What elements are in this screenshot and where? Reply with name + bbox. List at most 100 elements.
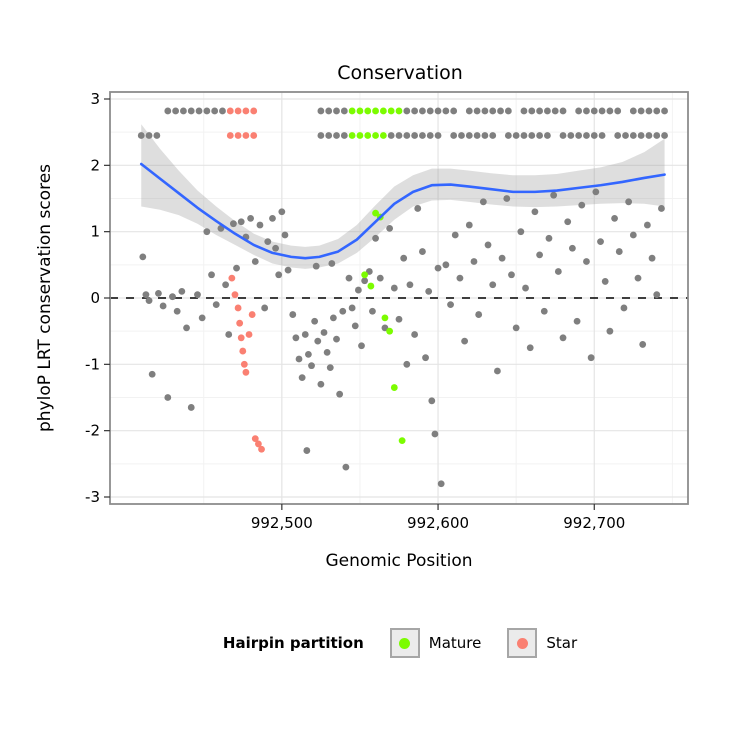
data-point	[615, 248, 623, 255]
data-point	[164, 394, 172, 401]
data-point	[304, 350, 312, 358]
data-point	[308, 362, 315, 370]
conservation-scatter-plot: 992,500 992,600 992,700 -3 -2 -1 0 1 2 3 Genomic …	[35, 90, 689, 571]
data-point	[333, 132, 340, 139]
x-tick-label: 992,700	[563, 514, 625, 532]
data-point	[256, 221, 264, 229]
data-point	[473, 132, 481, 139]
data-point	[187, 404, 195, 411]
data-point	[348, 107, 356, 115]
data-point	[340, 132, 348, 139]
data-point	[372, 209, 379, 217]
data-point	[173, 307, 181, 315]
data-point	[426, 132, 434, 139]
data-point	[361, 271, 369, 279]
y-tick-label: -2	[85, 422, 100, 440]
data-point	[419, 107, 426, 115]
data-point	[447, 301, 454, 309]
data-point	[411, 132, 419, 139]
data-point	[284, 266, 292, 274]
points-star	[226, 107, 265, 453]
data-point	[625, 198, 633, 206]
data-point	[592, 188, 600, 196]
data-point	[345, 274, 353, 282]
data-point	[367, 282, 375, 290]
data-point	[575, 132, 583, 139]
data-point	[461, 337, 469, 345]
data-point	[275, 271, 283, 279]
data-point	[653, 132, 661, 139]
data-point	[351, 322, 359, 330]
data-point	[292, 334, 300, 342]
legend: Hairpin partition Mature Star	[0, 628, 750, 658]
x-axis-title: Genomic Position	[325, 551, 472, 571]
data-point	[658, 205, 665, 212]
data-point	[317, 107, 325, 115]
data-point	[434, 132, 442, 139]
data-point	[237, 334, 245, 342]
y-tick-label: 2	[90, 156, 100, 174]
data-point	[203, 107, 211, 115]
data-point	[614, 107, 622, 115]
data-point	[403, 132, 411, 139]
data-point	[145, 297, 153, 305]
data-point	[226, 107, 234, 115]
data-point	[234, 107, 242, 115]
data-point	[386, 224, 394, 232]
data-point	[234, 304, 242, 312]
data-point	[544, 132, 551, 139]
data-point	[419, 248, 426, 255]
data-point	[479, 198, 487, 206]
data-point	[406, 281, 414, 289]
confidence-ribbon	[141, 124, 665, 269]
mature-point-icon	[399, 637, 411, 649]
data-point	[536, 107, 543, 115]
data-point	[590, 132, 598, 139]
y-tick-label: -3	[85, 488, 100, 506]
data-point	[348, 132, 356, 139]
data-point	[629, 132, 637, 139]
data-point	[231, 291, 239, 299]
data-point	[137, 132, 145, 139]
data-point	[242, 368, 250, 376]
data-point	[475, 311, 483, 318]
points-mature	[348, 107, 406, 445]
data-point	[153, 132, 161, 139]
data-point	[550, 191, 558, 199]
y-tick-label: 3	[90, 90, 100, 108]
y-tick-label: 1	[90, 223, 100, 241]
data-point	[425, 287, 433, 295]
data-point	[419, 132, 426, 139]
data-point	[311, 317, 319, 325]
data-point	[239, 347, 247, 355]
data-point	[522, 284, 529, 292]
data-point	[450, 107, 458, 115]
data-point	[240, 360, 248, 368]
data-point	[551, 107, 559, 115]
data-point	[340, 107, 348, 115]
data-point	[426, 107, 434, 115]
data-point	[622, 132, 629, 139]
data-point	[578, 201, 586, 209]
data-point	[643, 221, 651, 229]
data-point	[226, 132, 234, 139]
data-point	[540, 307, 548, 315]
data-point	[269, 215, 276, 222]
data-point	[250, 107, 258, 115]
data-point	[526, 344, 534, 352]
data-point	[145, 132, 153, 139]
data-point	[481, 107, 489, 115]
data-point	[403, 107, 411, 115]
legend-entry-mature: Mature	[389, 628, 481, 658]
data-point	[372, 234, 379, 242]
data-point	[208, 271, 215, 279]
data-point	[395, 107, 403, 115]
data-point	[634, 274, 642, 282]
data-point	[390, 384, 398, 391]
data-point	[554, 268, 562, 275]
data-point	[356, 132, 364, 139]
data-point	[648, 254, 656, 262]
data-point	[222, 281, 230, 289]
data-point	[653, 107, 661, 115]
